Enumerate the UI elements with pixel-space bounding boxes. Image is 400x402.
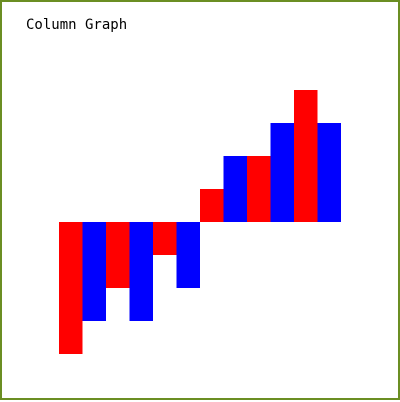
bar-cat5-series1 — [247, 156, 271, 222]
bar-cat4-series1 — [200, 189, 224, 222]
chart-title: Column Graph — [26, 17, 128, 33]
bar-group — [59, 90, 341, 354]
bar-cat3-series1 — [153, 222, 177, 255]
bar-cat2-series1 — [106, 222, 130, 288]
bar-cat4-series2 — [223, 156, 247, 222]
bar-cat1-series2 — [82, 222, 106, 321]
bar-cat6-series2 — [317, 123, 341, 222]
bar-cat2-series2 — [129, 222, 153, 321]
bar-cat3-series2 — [176, 222, 200, 288]
bar-cat1-series1 — [59, 222, 83, 354]
bar-cat6-series1 — [294, 90, 318, 222]
bar-cat5-series2 — [270, 123, 294, 222]
